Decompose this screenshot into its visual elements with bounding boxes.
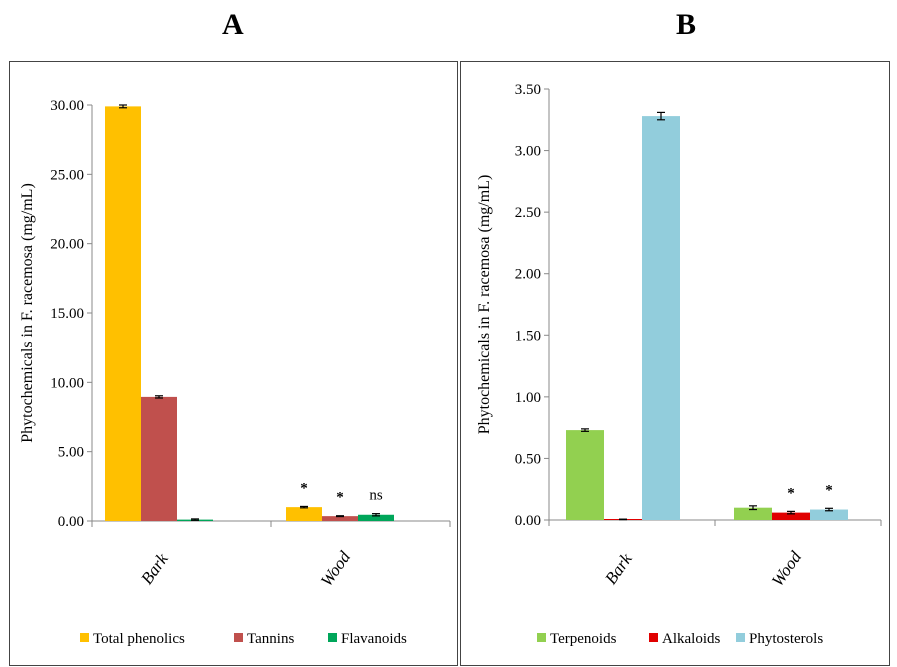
significance-mark: ns xyxy=(369,488,383,504)
y-axis-title: Phytochemicals in F. racemosa (mg/mL) xyxy=(19,183,36,443)
bar xyxy=(566,430,604,520)
bar xyxy=(141,396,177,521)
y-tick-label: 1.00 xyxy=(515,390,541,406)
y-tick-label: 10.00 xyxy=(50,375,84,391)
x-category-label: Bark xyxy=(601,549,636,587)
y-tick-label: 25.00 xyxy=(50,167,84,183)
panel-b-label: B xyxy=(676,8,697,41)
significance-mark: * xyxy=(300,480,308,496)
bar xyxy=(105,106,141,522)
y-tick-label: 30.00 xyxy=(50,98,84,114)
bar xyxy=(810,509,848,520)
y-axis-title: Phytochemicals in F. racemosa (mg/mL) xyxy=(476,175,493,435)
chart-panel-b: 0.00 0.50 1.00 1.50 2.00 2.50 3.00 3.50 Bark Wood… xyxy=(460,61,890,666)
legend-label: Flavanoids xyxy=(341,631,407,647)
legend-label: Phytosterols xyxy=(749,631,823,647)
significance-mark: * xyxy=(787,485,795,501)
legend-swatch xyxy=(328,633,337,642)
y-tick-label: 15.00 xyxy=(50,306,84,322)
legend-label: Tannins xyxy=(247,631,294,647)
y-tick-label: 2.50 xyxy=(515,205,541,221)
legend-label: Terpenoids xyxy=(550,631,617,647)
x-category-label: Wood xyxy=(768,547,806,590)
legend-swatch xyxy=(234,633,243,642)
legend-swatch xyxy=(649,633,658,642)
bar xyxy=(358,514,394,521)
legend-label: Total phenolics xyxy=(93,631,185,647)
bar xyxy=(322,516,358,521)
y-tick-label: 3.50 xyxy=(515,82,541,98)
bar xyxy=(734,507,772,520)
x-category-label: Bark xyxy=(137,549,172,587)
bar xyxy=(772,512,810,520)
chart-b-svg: 0.00 0.50 1.00 1.50 2.00 2.50 3.00 3.50 Bark Wood… xyxy=(476,82,882,647)
y-tick-label: 0.00 xyxy=(515,513,541,529)
significance-mark: * xyxy=(825,482,833,498)
legend-label: Alkaloids xyxy=(662,631,720,647)
panel-a-label: A xyxy=(222,8,244,41)
y-tick-label: 1.50 xyxy=(515,328,541,344)
legend-swatch xyxy=(537,633,546,642)
y-tick-label: 20.00 xyxy=(50,237,84,253)
chart-a-svg: 0.00 5.00 10.00 15.00 20.00 25.00 30.00 Bark Woo… xyxy=(19,98,451,647)
chart-panel-a: 0.00 5.00 10.00 15.00 20.00 25.00 30.00 Bark Woo… xyxy=(9,61,458,666)
x-category-label: Wood xyxy=(317,547,355,590)
y-tick-label: 3.00 xyxy=(515,144,541,160)
y-tick-label: 0.50 xyxy=(515,451,541,467)
bar xyxy=(286,507,322,521)
legend-swatch xyxy=(736,633,745,642)
bar xyxy=(642,116,680,520)
y-tick-label: 0.00 xyxy=(58,514,84,530)
legend-swatch xyxy=(80,633,89,642)
y-tick-label: 2.00 xyxy=(515,267,541,283)
y-tick-label: 5.00 xyxy=(58,445,84,461)
significance-mark: * xyxy=(336,490,344,506)
